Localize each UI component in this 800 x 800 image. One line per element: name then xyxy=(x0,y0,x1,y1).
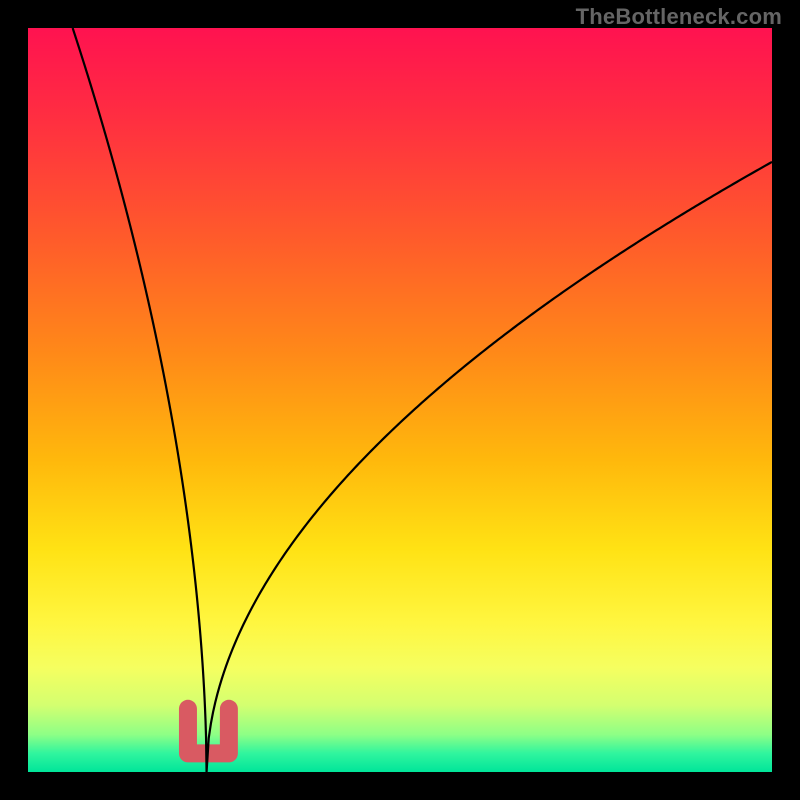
bottleneck-chart xyxy=(0,0,800,800)
watermark-text: TheBottleneck.com xyxy=(576,4,782,30)
chart-frame: TheBottleneck.com xyxy=(0,0,800,800)
frame-border-right xyxy=(772,0,800,800)
frame-border-left xyxy=(0,0,28,800)
plot-background xyxy=(28,28,772,772)
frame-border-bottom xyxy=(0,772,800,800)
